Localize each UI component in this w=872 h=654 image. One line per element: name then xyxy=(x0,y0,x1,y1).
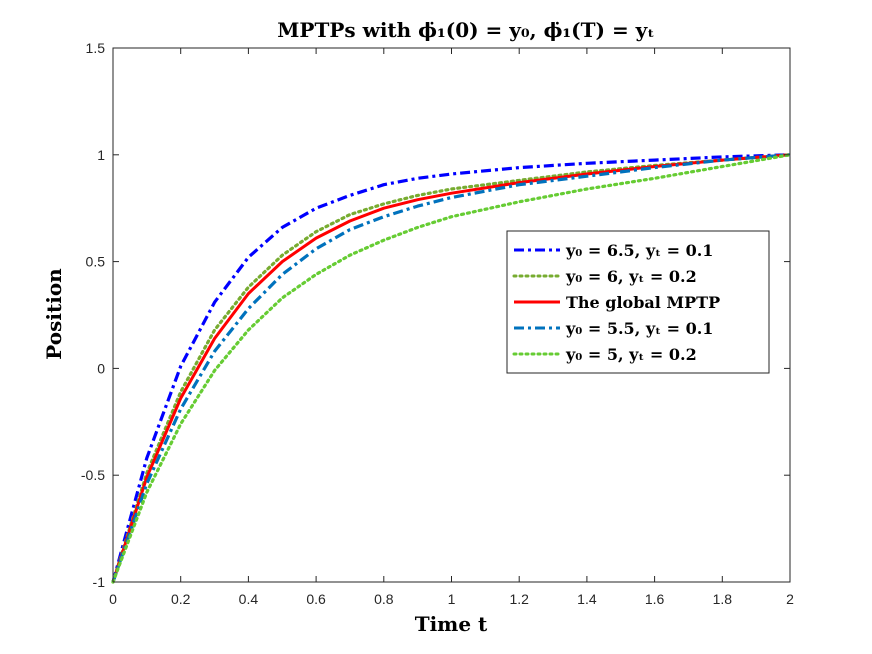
x-tick-label: 1.8 xyxy=(713,591,733,607)
legend-label-3: The global MPTP xyxy=(566,293,720,312)
x-tick-label: 0.6 xyxy=(306,591,326,607)
series-line-2 xyxy=(111,153,792,584)
legend-label-2: y₀ = 6, yₜ = 0.2 xyxy=(565,267,697,286)
y-tick-label: 0 xyxy=(97,360,105,376)
legend: y₀ = 6.5, yₜ = 0.1 y₀ = 6, yₜ = 0.2 The gl… xyxy=(506,230,770,374)
series-line-4 xyxy=(111,153,791,583)
legend-label-1: y₀ = 6.5, yₜ = 0.1 xyxy=(565,241,713,260)
x-tick-label: 2 xyxy=(786,591,794,607)
x-tick-label: 0.8 xyxy=(374,591,394,607)
y-tick-label: -0.5 xyxy=(81,467,105,483)
y-tick-label: 1 xyxy=(97,147,105,163)
x-axis-label: Time t xyxy=(415,612,488,636)
legend-label-5: y₀ = 5, yₜ = 0.2 xyxy=(565,345,697,364)
x-tick-label: 1.4 xyxy=(577,591,597,607)
series-layer xyxy=(111,153,792,584)
y-tick-label: 0.5 xyxy=(86,254,106,270)
chart-title: MPTPs with ϕ̇₁(0) = y₀, ϕ̇₁(T) = yₜ xyxy=(277,18,654,42)
x-tick-label: 1.6 xyxy=(645,591,665,607)
series-line-3 xyxy=(111,153,791,583)
y-tick-label: -1 xyxy=(93,574,106,590)
series-line-1 xyxy=(111,153,791,583)
y-axis-label: Position xyxy=(42,268,66,360)
x-tick-label: 0.4 xyxy=(239,591,259,607)
ticks-layer: 0 0.2 0.4 0.6 0.8 1 1.2 1.4 1.6 1.8 2 -1 -0.5 0 0.5 1 1.… xyxy=(81,40,794,607)
y-tick-label: 1.5 xyxy=(86,40,106,56)
x-tick-label: 1.2 xyxy=(509,591,529,607)
x-tick-label: 0 xyxy=(109,591,117,607)
x-tick-label: 0.2 xyxy=(171,591,191,607)
x-tick-label: 1 xyxy=(448,591,456,607)
legend-label-4: y₀ = 5.5, yₜ = 0.1 xyxy=(565,319,713,338)
series-line-5 xyxy=(111,153,792,584)
